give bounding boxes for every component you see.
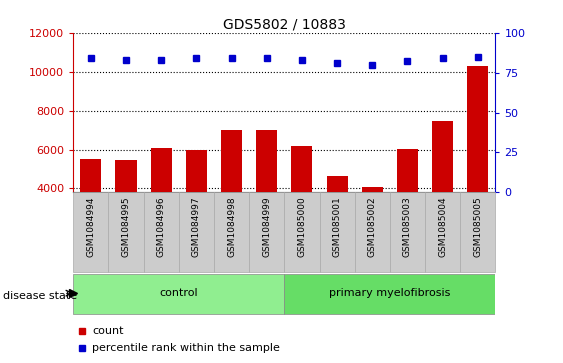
Text: GSM1084994: GSM1084994 xyxy=(86,196,95,257)
Bar xyxy=(461,192,495,272)
Bar xyxy=(73,274,284,314)
Text: disease state: disease state xyxy=(3,291,77,301)
Text: GSM1085003: GSM1085003 xyxy=(403,196,412,257)
Text: GSM1084997: GSM1084997 xyxy=(192,196,201,257)
Bar xyxy=(186,150,207,266)
Text: percentile rank within the sample: percentile rank within the sample xyxy=(92,343,280,353)
Bar xyxy=(432,121,453,266)
Text: GSM1085002: GSM1085002 xyxy=(368,196,377,257)
Text: GSM1084998: GSM1084998 xyxy=(227,196,236,257)
Bar xyxy=(284,192,320,272)
Title: GDS5802 / 10883: GDS5802 / 10883 xyxy=(223,17,346,32)
Bar xyxy=(320,192,355,272)
Bar xyxy=(73,192,108,272)
Bar xyxy=(355,192,390,272)
Bar xyxy=(214,192,249,272)
Bar xyxy=(80,159,101,266)
Bar xyxy=(397,148,418,266)
Text: GSM1085001: GSM1085001 xyxy=(333,196,342,257)
Text: GSM1085004: GSM1085004 xyxy=(438,196,447,257)
Bar xyxy=(256,130,277,266)
Text: count: count xyxy=(92,326,124,336)
Bar xyxy=(221,130,242,266)
Text: primary myelofibrosis: primary myelofibrosis xyxy=(329,288,450,298)
Bar xyxy=(179,192,214,272)
Bar xyxy=(425,192,461,272)
Text: GSM1084999: GSM1084999 xyxy=(262,196,271,257)
Bar xyxy=(292,146,312,266)
Text: GSM1085000: GSM1085000 xyxy=(297,196,306,257)
Bar xyxy=(390,192,425,272)
Bar xyxy=(284,274,495,314)
Bar xyxy=(108,192,144,272)
Bar xyxy=(362,187,383,266)
Text: control: control xyxy=(159,288,198,298)
Bar xyxy=(115,160,136,266)
Bar xyxy=(467,66,488,266)
Text: GSM1085005: GSM1085005 xyxy=(473,196,482,257)
Bar xyxy=(151,148,172,266)
Bar xyxy=(249,192,284,272)
Bar xyxy=(327,176,347,266)
Text: GSM1084995: GSM1084995 xyxy=(122,196,131,257)
Text: GSM1084996: GSM1084996 xyxy=(157,196,166,257)
Bar xyxy=(144,192,179,272)
